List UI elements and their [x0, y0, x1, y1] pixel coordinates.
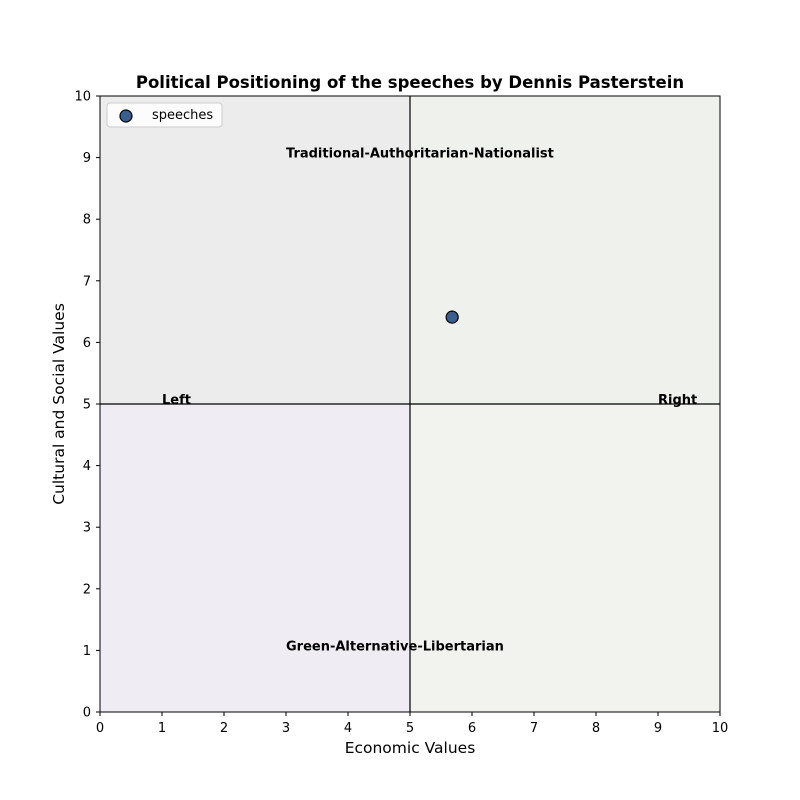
quadrant-backgrounds — [100, 96, 720, 712]
quadrant-annotation: Traditional-Authoritarian-Nationalist — [286, 147, 554, 162]
y-axis-ticks: 0 1 2 3 4 5 6 7 8 9 10 — [74, 90, 100, 721]
legend-marker — [119, 109, 133, 123]
y-tick-label: 3 — [83, 521, 91, 536]
y-tick-label: 7 — [83, 274, 91, 289]
y-tick-label: 6 — [83, 336, 91, 351]
y-tick-label: 0 — [83, 706, 91, 721]
x-tick-label: 1 — [158, 721, 166, 736]
y-tick-label: 10 — [74, 90, 91, 105]
quadrant-annotation: Right — [658, 393, 697, 408]
quadrant-annotations: Traditional-Authoritarian-Nationalist Gre… — [162, 147, 697, 655]
legend: speeches — [106, 102, 223, 128]
x-axis-label: Economic Values — [345, 739, 476, 757]
quadrant-lower-left — [100, 404, 410, 712]
y-tick-label: 4 — [83, 459, 91, 474]
quadrant-upper-right — [410, 96, 720, 404]
x-tick-label: 3 — [282, 721, 290, 736]
quadrant-annotation: Left — [162, 393, 191, 408]
chart-title: Political Positioning of the speeches by… — [136, 73, 684, 92]
quadrant-annotation: Green-Alternative-Libertarian — [286, 639, 504, 654]
x-tick-label: 7 — [530, 721, 538, 736]
x-tick-label: 8 — [592, 721, 600, 736]
x-tick-label: 10 — [712, 721, 729, 736]
quadrant-upper-left — [100, 96, 410, 404]
quadrant-lower-right — [410, 404, 720, 712]
y-tick-label: 8 — [83, 213, 91, 228]
y-tick-label: 9 — [83, 151, 91, 166]
y-tick-label: 5 — [83, 398, 91, 413]
x-tick-label: 6 — [468, 721, 476, 736]
x-tick-label: 5 — [406, 721, 414, 736]
x-tick-label: 0 — [96, 721, 104, 736]
scatter-points — [445, 310, 459, 324]
x-tick-label: 4 — [344, 721, 352, 736]
x-axis-ticks: 0 1 2 3 4 5 6 7 8 9 10 — [96, 712, 728, 736]
legend-label: speeches — [152, 108, 213, 123]
y-tick-label: 1 — [83, 644, 91, 659]
x-tick-label: 2 — [220, 721, 228, 736]
y-tick-label: 2 — [83, 582, 91, 597]
y-axis-label: Cultural and Social Values — [50, 303, 68, 505]
legend-box — [106, 102, 223, 128]
x-tick-label: 9 — [654, 721, 662, 736]
scatter-point — [445, 310, 459, 324]
reference-lines — [100, 96, 720, 712]
